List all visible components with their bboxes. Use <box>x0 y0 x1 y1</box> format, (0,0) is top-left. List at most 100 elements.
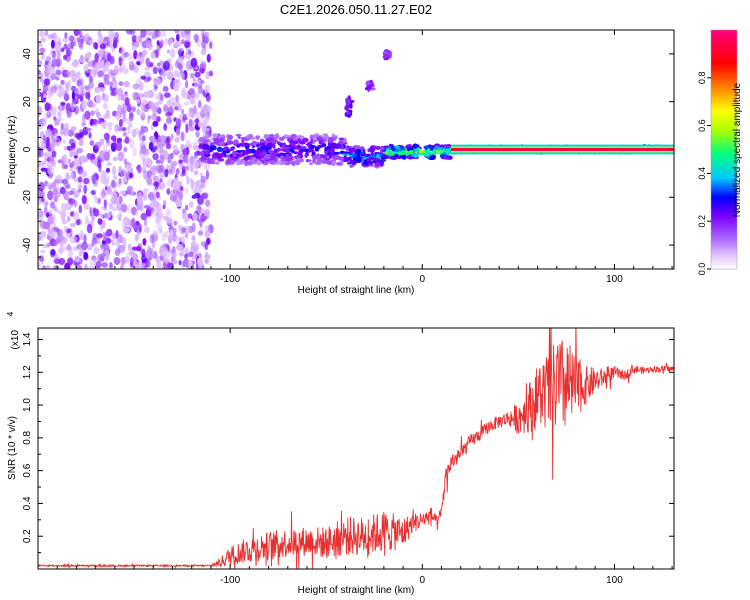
spectrogram-noise-speck <box>200 175 207 184</box>
spectrogram-noise-speck <box>78 204 83 214</box>
spectrogram-noise-speck <box>95 61 99 72</box>
spectrogram-noise-speck <box>108 202 114 210</box>
spectrogram-noise-speck <box>69 222 76 228</box>
spectrogram-noise-speck <box>45 141 50 149</box>
spectrogram-noise-speck <box>78 30 83 37</box>
spectrogram-noise-speck <box>120 256 126 266</box>
spectrogram-noise-speck <box>133 222 138 231</box>
spectrogram-signal-mark <box>311 134 317 139</box>
spectrogram-signal-mark <box>382 154 386 158</box>
spectrogram-signal-mark <box>366 157 370 163</box>
spectrogram-signal-mark <box>232 151 237 154</box>
spectrogram-sideband-mark <box>344 105 350 111</box>
spectrogram-signal-mark <box>204 135 211 139</box>
spectrogram-noise-speck <box>162 85 169 92</box>
spectrogram-signal-mark <box>313 139 318 142</box>
spectrogram-noise-speck <box>84 85 90 90</box>
spectrogram-noise-speck <box>185 247 189 253</box>
spectrogram-noise-speck <box>150 200 155 206</box>
spectrogram-noise-speck <box>79 230 84 240</box>
spectrogram-noise-speck <box>203 84 211 94</box>
spectrogram-signal-mark <box>370 152 375 156</box>
spectrogram-noise-speck <box>55 76 60 81</box>
spectrogram-signal-mark <box>372 160 376 164</box>
spectrogram-noise-speck <box>174 235 181 244</box>
spectrogram-noise-speck <box>81 195 87 205</box>
spectrogram-noise-speck <box>190 163 194 173</box>
spectrogram-signal-mark <box>229 147 235 152</box>
spectrogram-noise-speck <box>185 47 191 55</box>
spectrogram-noise-speck <box>150 135 156 141</box>
spectrogram-signal-mark <box>276 141 281 145</box>
spectrogram-noise-speck <box>75 264 83 269</box>
spectrogram-noise-speck <box>83 184 88 195</box>
spectrogram-noise-speck <box>43 221 51 230</box>
spectrogram-noise-speck <box>112 165 116 176</box>
spectrogram-noise-speck <box>85 72 90 78</box>
spectrogram-noise-speck <box>102 231 106 242</box>
spectrogram-noise-speck <box>105 167 111 173</box>
spectrogram-x-tick-label: -100 <box>220 274 240 285</box>
spectrogram-noise-speck <box>152 250 158 260</box>
spectrogram-signal-mark <box>212 133 219 138</box>
spectrogram-noise-speck <box>147 89 154 99</box>
spectrogram-noise-speck <box>122 176 127 183</box>
spectrogram-noise-speck <box>113 257 121 265</box>
spectrogram-noise-speck <box>73 30 80 37</box>
spectrogram-noise-speck <box>141 135 146 142</box>
spectrogram-signal-mark <box>343 151 350 154</box>
spectrogram-noise-speck <box>198 100 202 109</box>
spectrogram-noise-speck <box>49 183 57 189</box>
spectrogram-noise-speck <box>192 251 198 260</box>
spectrogram-y-tick-label: 0 <box>22 146 33 152</box>
spectrogram-signal-mark <box>328 153 332 159</box>
spectrogram-signal-mark <box>232 154 237 158</box>
spectrogram-noise-speck <box>190 179 194 190</box>
spectrogram-noise-speck <box>134 127 140 134</box>
spectrogram-signal-mark <box>429 154 436 160</box>
spectrogram-noise-speck <box>176 33 180 42</box>
spectrogram-noise-speck <box>116 201 122 212</box>
spectrogram-signal-mark <box>202 160 208 164</box>
spectrogram-noise-speck <box>155 215 160 224</box>
spectrogram-noise-speck <box>198 67 205 74</box>
spectrogram-noise-speck <box>166 178 173 188</box>
spectrogram-noise-speck <box>110 91 117 97</box>
spectrogram-noise-speck <box>187 111 192 117</box>
spectrogram-noise-speck <box>70 126 77 132</box>
spectrogram-noise-speck <box>197 122 204 128</box>
spectrogram-noise-speck <box>146 76 152 81</box>
spectrogram-noise-speck <box>54 43 60 53</box>
spectrogram-noise-speck <box>123 146 128 153</box>
spectrogram-noise-speck <box>55 209 62 214</box>
spectrogram-noise-speck <box>206 94 212 102</box>
spectrogram-noise-speck <box>141 50 146 58</box>
spectrogram-signal-mark <box>412 143 419 149</box>
colorbar-ticks: 0.0 0.2 0.4 0.6 0.8 <box>697 72 711 275</box>
spectrogram-noise-speck <box>113 175 118 180</box>
spectrogram-noise-speck <box>42 84 48 94</box>
spectrogram-noise-speck <box>174 41 179 48</box>
spectrogram-noise-speck <box>102 102 108 110</box>
spectrogram-noise-speck <box>110 79 118 89</box>
spectrogram-noise-speck <box>173 144 178 152</box>
spectrogram-sideband-mark <box>384 51 388 55</box>
spectrogram-noise-speck <box>47 61 52 69</box>
spectrogram-noise-speck <box>118 195 123 204</box>
spectrogram-noise-speck <box>78 84 82 94</box>
spectrogram-noise-speck <box>39 131 45 140</box>
spectrogram-noise-speck <box>162 247 168 253</box>
spectrogram-signal-mark <box>246 143 250 148</box>
spectrogram-x-tick-label: 100 <box>606 274 623 285</box>
spectrogram-noise-speck <box>77 176 83 183</box>
spectrogram-signal-mark <box>235 133 242 137</box>
spectrogram-noise-speck <box>86 99 94 108</box>
spectrogram-noise-speck <box>180 131 185 142</box>
spectrogram-noise-speck <box>206 53 211 63</box>
spectrogram-noise-speck <box>82 99 87 110</box>
spectrogram-noise-speck <box>138 81 144 92</box>
spectrogram-noise-speck <box>203 208 211 217</box>
spectrogram-noise-speck <box>93 246 100 255</box>
spectrogram-noise-speck <box>190 50 195 57</box>
spectrogram-noise-speck <box>42 264 47 269</box>
